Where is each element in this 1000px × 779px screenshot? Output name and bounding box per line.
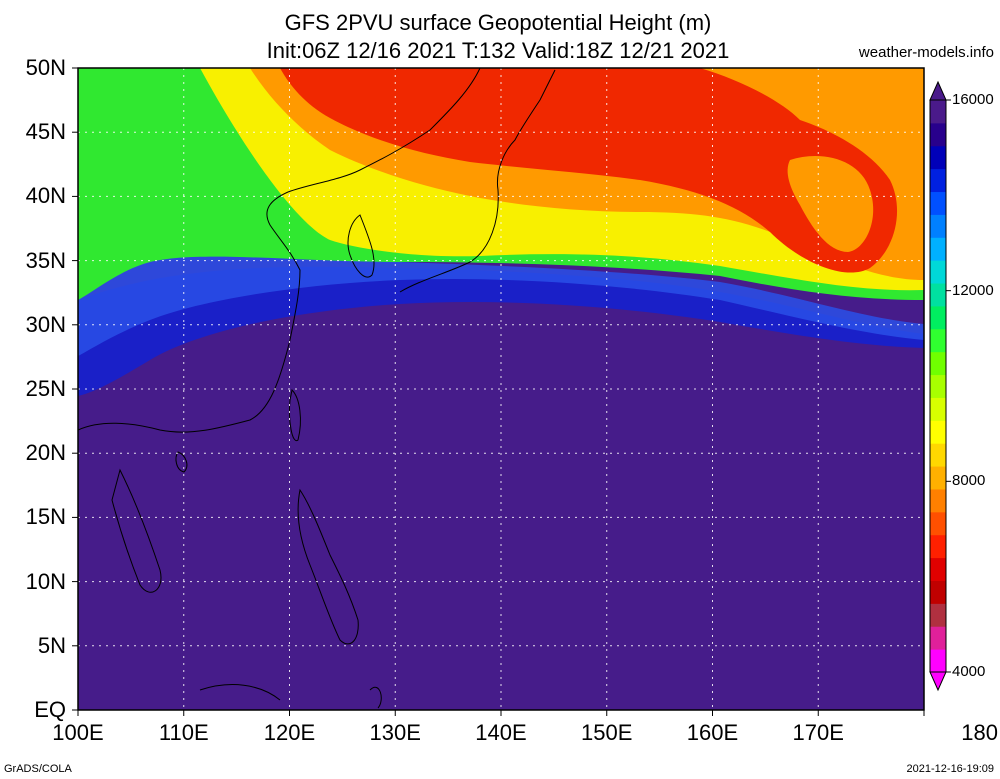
colorbar-segment (930, 328, 946, 353)
colorbar-segment (930, 260, 946, 284)
colorbar-segment (930, 237, 946, 261)
colorbar-segment (930, 145, 946, 170)
coastlines (78, 68, 556, 709)
footer-timestamp: 2021-12-16-19:09 (906, 763, 994, 775)
colorbar-frame (929, 99, 947, 673)
lon-label: 110E (158, 720, 209, 745)
colorbar-segment (930, 168, 946, 193)
lon-label: 100E (52, 720, 104, 745)
lat-label: 50N (25, 55, 66, 80)
axis-ticks (72, 67, 925, 716)
colorbar-segment (930, 443, 946, 467)
colorbar-segment (930, 374, 946, 398)
footer-software: GrADS/COLA (4, 763, 72, 775)
colorbar-segment (930, 580, 946, 604)
colorbar-segment (930, 351, 946, 376)
lon-label: 150E (581, 720, 633, 745)
field-blue-edge (78, 239, 924, 356)
field-red-jet (280, 68, 898, 273)
source-credit: weather-models.info (858, 44, 994, 61)
lon-label: 170E (792, 720, 844, 745)
colorbar-segment (930, 283, 946, 307)
colorbar-segment (930, 557, 946, 581)
lat-label: 5N (37, 632, 66, 658)
map-title-line2: Init:06Z 12/16 2021 T:132 Valid:18Z 12/2… (266, 38, 730, 63)
lat-label: 20N (25, 440, 66, 466)
colorbar-label: 16000 (952, 91, 994, 108)
map-gridlines (78, 68, 924, 710)
colorbar-segment (930, 649, 946, 673)
colorbar-segment (930, 466, 946, 490)
colorbar-segment (930, 626, 946, 650)
lon-label: 140E (475, 720, 527, 745)
colorbar-segment (930, 122, 946, 147)
lon-label: 120E (263, 720, 316, 745)
colorbar-segment (930, 191, 946, 215)
lon-label: 160E (686, 720, 739, 745)
colorbar-segment (930, 511, 946, 536)
colorbar-segment (930, 397, 946, 421)
lat-label: 45N (25, 119, 66, 145)
colorbar-max-arrow (929, 80, 947, 101)
lon-label: 130E (369, 720, 421, 745)
lat-label: EQ (34, 697, 66, 722)
colorbar-min-arrow (929, 671, 947, 692)
field-orange-core (787, 155, 874, 252)
lat-label: 10N (25, 568, 66, 594)
lat-label: 35N (25, 247, 66, 273)
lon-label: 180 (961, 720, 998, 745)
colorbar-segment (930, 100, 946, 124)
colorbar-segment (930, 603, 946, 627)
colorbar-segment (930, 214, 946, 238)
lat-label: 25N (25, 376, 66, 401)
colorbar-label: 4000 (952, 663, 986, 680)
map-title-line1: GFS 2PVU surface Geopotential Height (m) (284, 10, 712, 35)
colorbar-segment (930, 488, 946, 513)
colorbar-label: 8000 (952, 472, 986, 490)
colorbar-segment (930, 305, 946, 330)
lat-label: 30N (25, 311, 66, 337)
colorbar-label: 12000 (952, 281, 994, 299)
colorbar-segment (930, 420, 946, 444)
colorbar (929, 80, 951, 692)
lat-label: 40N (25, 183, 66, 209)
lat-label: 15N (25, 504, 66, 530)
colorbar-segment (930, 534, 946, 559)
